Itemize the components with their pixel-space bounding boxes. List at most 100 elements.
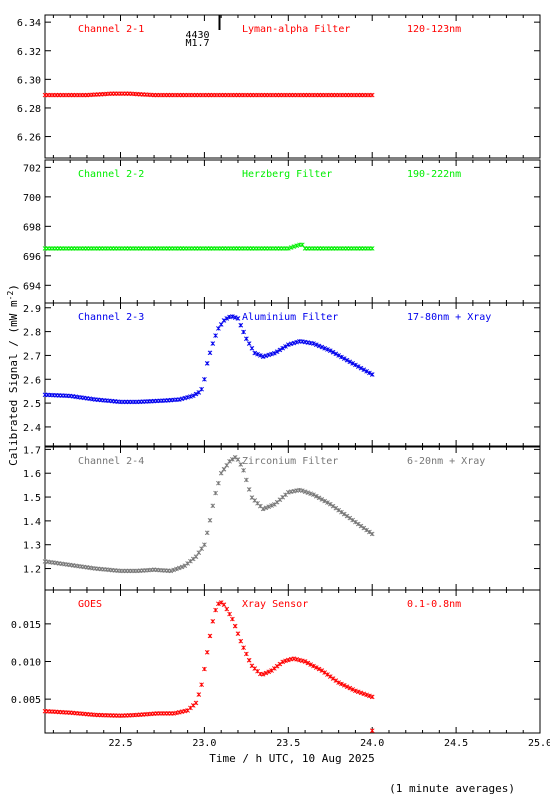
flare-marker-time: 4430 <box>185 30 209 41</box>
data-point <box>358 690 364 696</box>
data-point <box>168 568 174 574</box>
data-point <box>263 505 269 511</box>
channel-label: Channel 2-1 <box>78 24 144 35</box>
data-point <box>244 336 249 342</box>
y-tick-label: 6.34 <box>17 18 41 29</box>
data-point <box>305 490 311 495</box>
data-point <box>244 477 249 483</box>
data-point <box>230 456 235 462</box>
y-tick-label: 6.30 <box>17 75 41 86</box>
data-point <box>202 376 207 382</box>
data-point <box>297 487 302 493</box>
data-point <box>260 506 266 512</box>
data-point <box>207 633 213 639</box>
data-point <box>327 501 333 507</box>
data-point <box>204 649 210 655</box>
data-point <box>285 342 291 348</box>
data-point <box>227 458 232 464</box>
data-point <box>339 681 344 687</box>
filter-label: Herzberg Filter <box>242 169 332 180</box>
data-point <box>285 657 291 663</box>
data-point <box>188 394 193 399</box>
data-point <box>294 243 300 249</box>
data-point <box>364 527 369 533</box>
data-point <box>347 685 353 691</box>
data-point <box>347 359 353 365</box>
data-point <box>218 322 224 327</box>
x-tick-label: 23.5 <box>276 738 300 749</box>
data-point <box>213 490 218 496</box>
data-point <box>176 397 182 402</box>
panel-2: 702 700 698 696 694 Channel 2-2 Herzberg Filte… <box>23 159 541 304</box>
data-point <box>224 606 230 612</box>
data-point <box>336 353 341 358</box>
data-point <box>353 362 358 368</box>
data-point <box>266 504 272 510</box>
y-tick-label: 700 <box>23 193 41 204</box>
data-point <box>272 666 277 671</box>
data-point <box>322 345 327 351</box>
y-tick-label: 6.28 <box>17 104 41 115</box>
data-point <box>182 395 188 401</box>
data-series <box>42 314 375 405</box>
data-point <box>336 507 341 513</box>
data-point <box>171 567 176 573</box>
panel-1: 6.34 6.32 6.30 6.28 6.26 Channel 2-1 Lyman-alp… <box>17 14 541 159</box>
data-point <box>185 394 190 400</box>
data-point <box>367 370 372 376</box>
data-point <box>319 668 325 673</box>
data-point <box>364 369 369 374</box>
data-point <box>193 554 199 559</box>
data-point <box>269 668 274 673</box>
data-point <box>350 687 355 692</box>
data-point <box>235 316 241 321</box>
data-point <box>297 657 302 663</box>
data-point <box>285 246 291 251</box>
data-point <box>269 503 274 508</box>
data-point <box>308 491 313 496</box>
data-point <box>204 361 210 366</box>
data-point <box>302 489 308 495</box>
data-point <box>210 341 216 346</box>
y-tick-label: 1.3 <box>23 541 41 552</box>
data-point <box>252 350 258 356</box>
data-point <box>216 326 221 331</box>
data-point <box>333 678 339 683</box>
filter-label: Aluminium Filter <box>242 312 338 323</box>
data-point <box>227 611 232 617</box>
data-point <box>361 691 367 697</box>
x-tick-label: 24.0 <box>360 738 384 749</box>
data-point <box>336 680 341 685</box>
data-point <box>369 372 375 377</box>
data-point <box>353 519 358 525</box>
y-tick-label: 702 <box>23 163 41 174</box>
data-point <box>299 242 305 248</box>
flare-marker-class: M1.7 <box>185 38 209 49</box>
data-point <box>274 349 280 354</box>
data-point <box>266 352 272 358</box>
data-point <box>202 666 207 672</box>
data-point <box>241 329 246 335</box>
data-point <box>246 657 252 663</box>
data-point <box>299 488 305 494</box>
y-tick-label: 2.6 <box>23 375 41 386</box>
x-axis: 22.5 23.0 23.5 24.0 24.5 25.0 <box>108 738 550 749</box>
data-point <box>207 350 213 356</box>
data-point <box>199 386 204 392</box>
data-point <box>218 600 224 605</box>
data-point <box>269 351 274 357</box>
data-point <box>196 550 202 555</box>
data-point <box>311 341 316 346</box>
y-tick-label: 2.4 <box>23 423 41 434</box>
data-point <box>291 244 297 249</box>
data-point <box>216 601 221 607</box>
range-label: 17-80nm + Xray <box>407 312 491 323</box>
data-point <box>224 316 230 321</box>
data-point <box>274 663 280 669</box>
data-point <box>221 318 227 323</box>
data-point <box>316 343 322 349</box>
data-point <box>333 351 339 357</box>
data-point <box>313 342 319 348</box>
data-point <box>305 660 311 666</box>
